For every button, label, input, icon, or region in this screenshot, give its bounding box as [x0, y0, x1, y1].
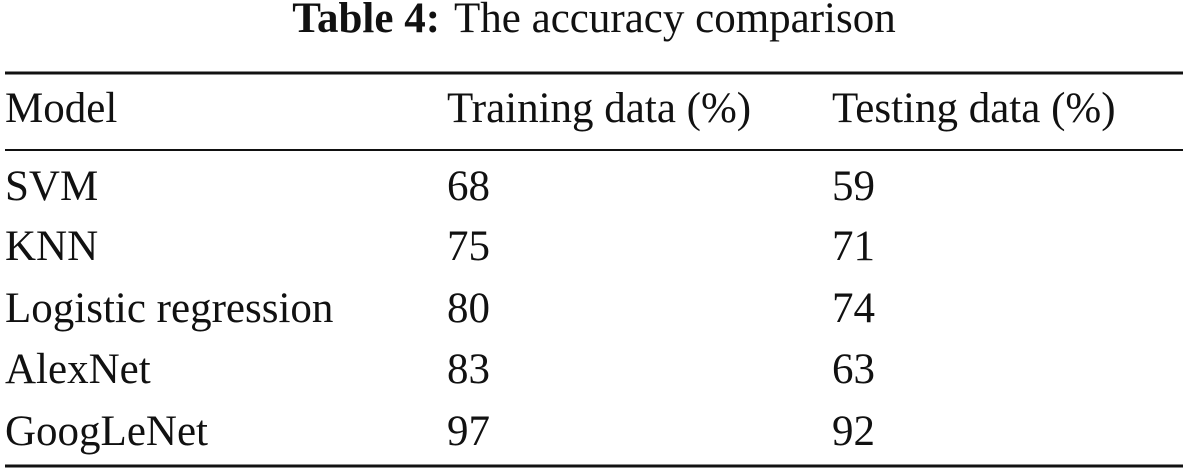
header-cell: Training data (%) [447, 85, 751, 132]
value-cell: 80 [447, 285, 490, 332]
table-caption: Table 4: The accuracy comparison [292, 0, 895, 42]
model-cell: Logistic regression [5, 285, 333, 332]
model-cell: KNN [5, 223, 98, 270]
value-cell: 92 [832, 408, 875, 455]
table-body: Model Training data (%) Testing data (%) SV… [5, 85, 1116, 455]
header-cell: Testing data (%) [832, 85, 1116, 132]
value-cell: 75 [447, 223, 490, 270]
value-cell: 71 [832, 223, 875, 270]
header-cell: Model [5, 85, 117, 132]
value-cell: 74 [832, 285, 875, 332]
value-cell: 83 [447, 346, 490, 393]
value-cell: 63 [832, 346, 875, 393]
model-cell: AlexNet [5, 346, 151, 393]
value-cell: 68 [447, 163, 490, 210]
model-cell: GoogLeNet [5, 408, 208, 455]
caption-label: Table 4: [292, 0, 440, 42]
value-cell: 59 [832, 163, 875, 210]
value-cell: 97 [447, 408, 490, 455]
caption-title: The accuracy comparison [454, 0, 896, 42]
model-cell: SVM [5, 163, 98, 210]
